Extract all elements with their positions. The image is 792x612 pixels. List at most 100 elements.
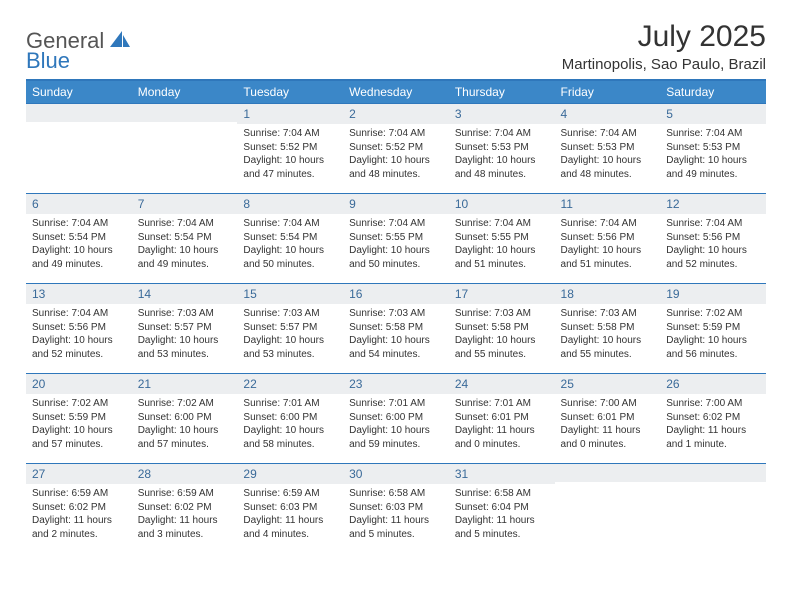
day-number <box>660 464 766 482</box>
day-number: 28 <box>132 464 238 484</box>
logo-sail-icon <box>108 29 132 54</box>
month-title: July 2025 <box>562 20 766 54</box>
calendar-cell: 7Sunrise: 7:04 AM Sunset: 5:54 PM Daylig… <box>132 194 238 284</box>
weekday-header: Sunday <box>26 80 132 104</box>
day-content: Sunrise: 7:01 AM Sunset: 6:00 PM Dayligh… <box>237 394 343 457</box>
day-number: 11 <box>555 194 661 214</box>
weekday-header: Wednesday <box>343 80 449 104</box>
day-number: 13 <box>26 284 132 304</box>
day-number: 2 <box>343 104 449 124</box>
day-number: 1 <box>237 104 343 124</box>
calendar-cell: 9Sunrise: 7:04 AM Sunset: 5:55 PM Daylig… <box>343 194 449 284</box>
day-content: Sunrise: 7:01 AM Sunset: 6:00 PM Dayligh… <box>343 394 449 457</box>
day-number: 22 <box>237 374 343 394</box>
day-content: Sunrise: 7:04 AM Sunset: 5:56 PM Dayligh… <box>26 304 132 367</box>
day-content: Sunrise: 7:04 AM Sunset: 5:53 PM Dayligh… <box>660 124 766 187</box>
weekday-header: Friday <box>555 80 661 104</box>
day-content <box>26 122 132 131</box>
day-number: 16 <box>343 284 449 304</box>
calendar-cell: 10Sunrise: 7:04 AM Sunset: 5:55 PM Dayli… <box>449 194 555 284</box>
day-number: 25 <box>555 374 661 394</box>
title-block: July 2025 Martinopolis, Sao Paulo, Brazi… <box>562 20 766 73</box>
day-content: Sunrise: 7:04 AM Sunset: 5:53 PM Dayligh… <box>449 124 555 187</box>
calendar-cell: 8Sunrise: 7:04 AM Sunset: 5:54 PM Daylig… <box>237 194 343 284</box>
day-content: Sunrise: 7:00 AM Sunset: 6:02 PM Dayligh… <box>660 394 766 457</box>
header: General July 2025 Martinopolis, Sao Paul… <box>26 20 766 73</box>
day-content: Sunrise: 7:03 AM Sunset: 5:57 PM Dayligh… <box>237 304 343 367</box>
weekday-header: Monday <box>132 80 238 104</box>
day-content: Sunrise: 7:02 AM Sunset: 6:00 PM Dayligh… <box>132 394 238 457</box>
day-number: 29 <box>237 464 343 484</box>
day-number: 30 <box>343 464 449 484</box>
calendar-week-row: 13Sunrise: 7:04 AM Sunset: 5:56 PM Dayli… <box>26 284 766 374</box>
calendar-cell: 31Sunrise: 6:58 AM Sunset: 6:04 PM Dayli… <box>449 464 555 554</box>
calendar-cell: 16Sunrise: 7:03 AM Sunset: 5:58 PM Dayli… <box>343 284 449 374</box>
calendar-cell: 18Sunrise: 7:03 AM Sunset: 5:58 PM Dayli… <box>555 284 661 374</box>
day-content: Sunrise: 6:58 AM Sunset: 6:03 PM Dayligh… <box>343 484 449 547</box>
day-number <box>132 104 238 122</box>
day-content: Sunrise: 7:04 AM Sunset: 5:56 PM Dayligh… <box>660 214 766 277</box>
weekday-header: Saturday <box>660 80 766 104</box>
day-number: 18 <box>555 284 661 304</box>
calendar-cell: 22Sunrise: 7:01 AM Sunset: 6:00 PM Dayli… <box>237 374 343 464</box>
day-content: Sunrise: 6:58 AM Sunset: 6:04 PM Dayligh… <box>449 484 555 547</box>
calendar-cell: 21Sunrise: 7:02 AM Sunset: 6:00 PM Dayli… <box>132 374 238 464</box>
day-content: Sunrise: 7:02 AM Sunset: 5:59 PM Dayligh… <box>660 304 766 367</box>
day-content: Sunrise: 6:59 AM Sunset: 6:02 PM Dayligh… <box>26 484 132 547</box>
day-number: 21 <box>132 374 238 394</box>
day-number: 26 <box>660 374 766 394</box>
calendar-cell: 5Sunrise: 7:04 AM Sunset: 5:53 PM Daylig… <box>660 104 766 194</box>
day-content: Sunrise: 7:03 AM Sunset: 5:57 PM Dayligh… <box>132 304 238 367</box>
day-content: Sunrise: 7:04 AM Sunset: 5:54 PM Dayligh… <box>132 214 238 277</box>
calendar-cell: 14Sunrise: 7:03 AM Sunset: 5:57 PM Dayli… <box>132 284 238 374</box>
day-content: Sunrise: 7:00 AM Sunset: 6:01 PM Dayligh… <box>555 394 661 457</box>
calendar-cell: 1Sunrise: 7:04 AM Sunset: 5:52 PM Daylig… <box>237 104 343 194</box>
calendar-week-row: 20Sunrise: 7:02 AM Sunset: 5:59 PM Dayli… <box>26 374 766 464</box>
day-number: 3 <box>449 104 555 124</box>
calendar-cell: 30Sunrise: 6:58 AM Sunset: 6:03 PM Dayli… <box>343 464 449 554</box>
location: Martinopolis, Sao Paulo, Brazil <box>562 56 766 73</box>
calendar-cell: 13Sunrise: 7:04 AM Sunset: 5:56 PM Dayli… <box>26 284 132 374</box>
day-content: Sunrise: 7:04 AM Sunset: 5:52 PM Dayligh… <box>237 124 343 187</box>
day-content: Sunrise: 7:04 AM Sunset: 5:54 PM Dayligh… <box>26 214 132 277</box>
day-content: Sunrise: 6:59 AM Sunset: 6:03 PM Dayligh… <box>237 484 343 547</box>
weekday-header: Thursday <box>449 80 555 104</box>
day-content: Sunrise: 6:59 AM Sunset: 6:02 PM Dayligh… <box>132 484 238 547</box>
day-number: 14 <box>132 284 238 304</box>
calendar-cell: 3Sunrise: 7:04 AM Sunset: 5:53 PM Daylig… <box>449 104 555 194</box>
day-number: 27 <box>26 464 132 484</box>
day-number: 6 <box>26 194 132 214</box>
day-number: 23 <box>343 374 449 394</box>
logo-text-blue: Blue <box>26 48 70 73</box>
day-number: 19 <box>660 284 766 304</box>
calendar-cell: 2Sunrise: 7:04 AM Sunset: 5:52 PM Daylig… <box>343 104 449 194</box>
calendar-cell: 19Sunrise: 7:02 AM Sunset: 5:59 PM Dayli… <box>660 284 766 374</box>
day-content <box>660 482 766 491</box>
day-number: 24 <box>449 374 555 394</box>
day-content: Sunrise: 7:03 AM Sunset: 5:58 PM Dayligh… <box>449 304 555 367</box>
day-number: 15 <box>237 284 343 304</box>
calendar-cell: 12Sunrise: 7:04 AM Sunset: 5:56 PM Dayli… <box>660 194 766 284</box>
weekday-header-row: Sunday Monday Tuesday Wednesday Thursday… <box>26 80 766 104</box>
day-content: Sunrise: 7:04 AM Sunset: 5:56 PM Dayligh… <box>555 214 661 277</box>
calendar-cell: 23Sunrise: 7:01 AM Sunset: 6:00 PM Dayli… <box>343 374 449 464</box>
day-content: Sunrise: 7:03 AM Sunset: 5:58 PM Dayligh… <box>555 304 661 367</box>
calendar-cell: 28Sunrise: 6:59 AM Sunset: 6:02 PM Dayli… <box>132 464 238 554</box>
day-number: 12 <box>660 194 766 214</box>
calendar-cell: 20Sunrise: 7:02 AM Sunset: 5:59 PM Dayli… <box>26 374 132 464</box>
calendar-cell: 29Sunrise: 6:59 AM Sunset: 6:03 PM Dayli… <box>237 464 343 554</box>
day-number: 20 <box>26 374 132 394</box>
calendar-cell <box>555 464 661 554</box>
day-content: Sunrise: 7:04 AM Sunset: 5:55 PM Dayligh… <box>343 214 449 277</box>
day-content: Sunrise: 7:04 AM Sunset: 5:54 PM Dayligh… <box>237 214 343 277</box>
calendar-cell: 4Sunrise: 7:04 AM Sunset: 5:53 PM Daylig… <box>555 104 661 194</box>
day-number: 5 <box>660 104 766 124</box>
day-number <box>26 104 132 122</box>
day-number: 9 <box>343 194 449 214</box>
calendar-cell: 11Sunrise: 7:04 AM Sunset: 5:56 PM Dayli… <box>555 194 661 284</box>
calendar-cell: 6Sunrise: 7:04 AM Sunset: 5:54 PM Daylig… <box>26 194 132 284</box>
calendar-cell <box>660 464 766 554</box>
day-number: 8 <box>237 194 343 214</box>
day-number: 7 <box>132 194 238 214</box>
calendar-cell: 27Sunrise: 6:59 AM Sunset: 6:02 PM Dayli… <box>26 464 132 554</box>
